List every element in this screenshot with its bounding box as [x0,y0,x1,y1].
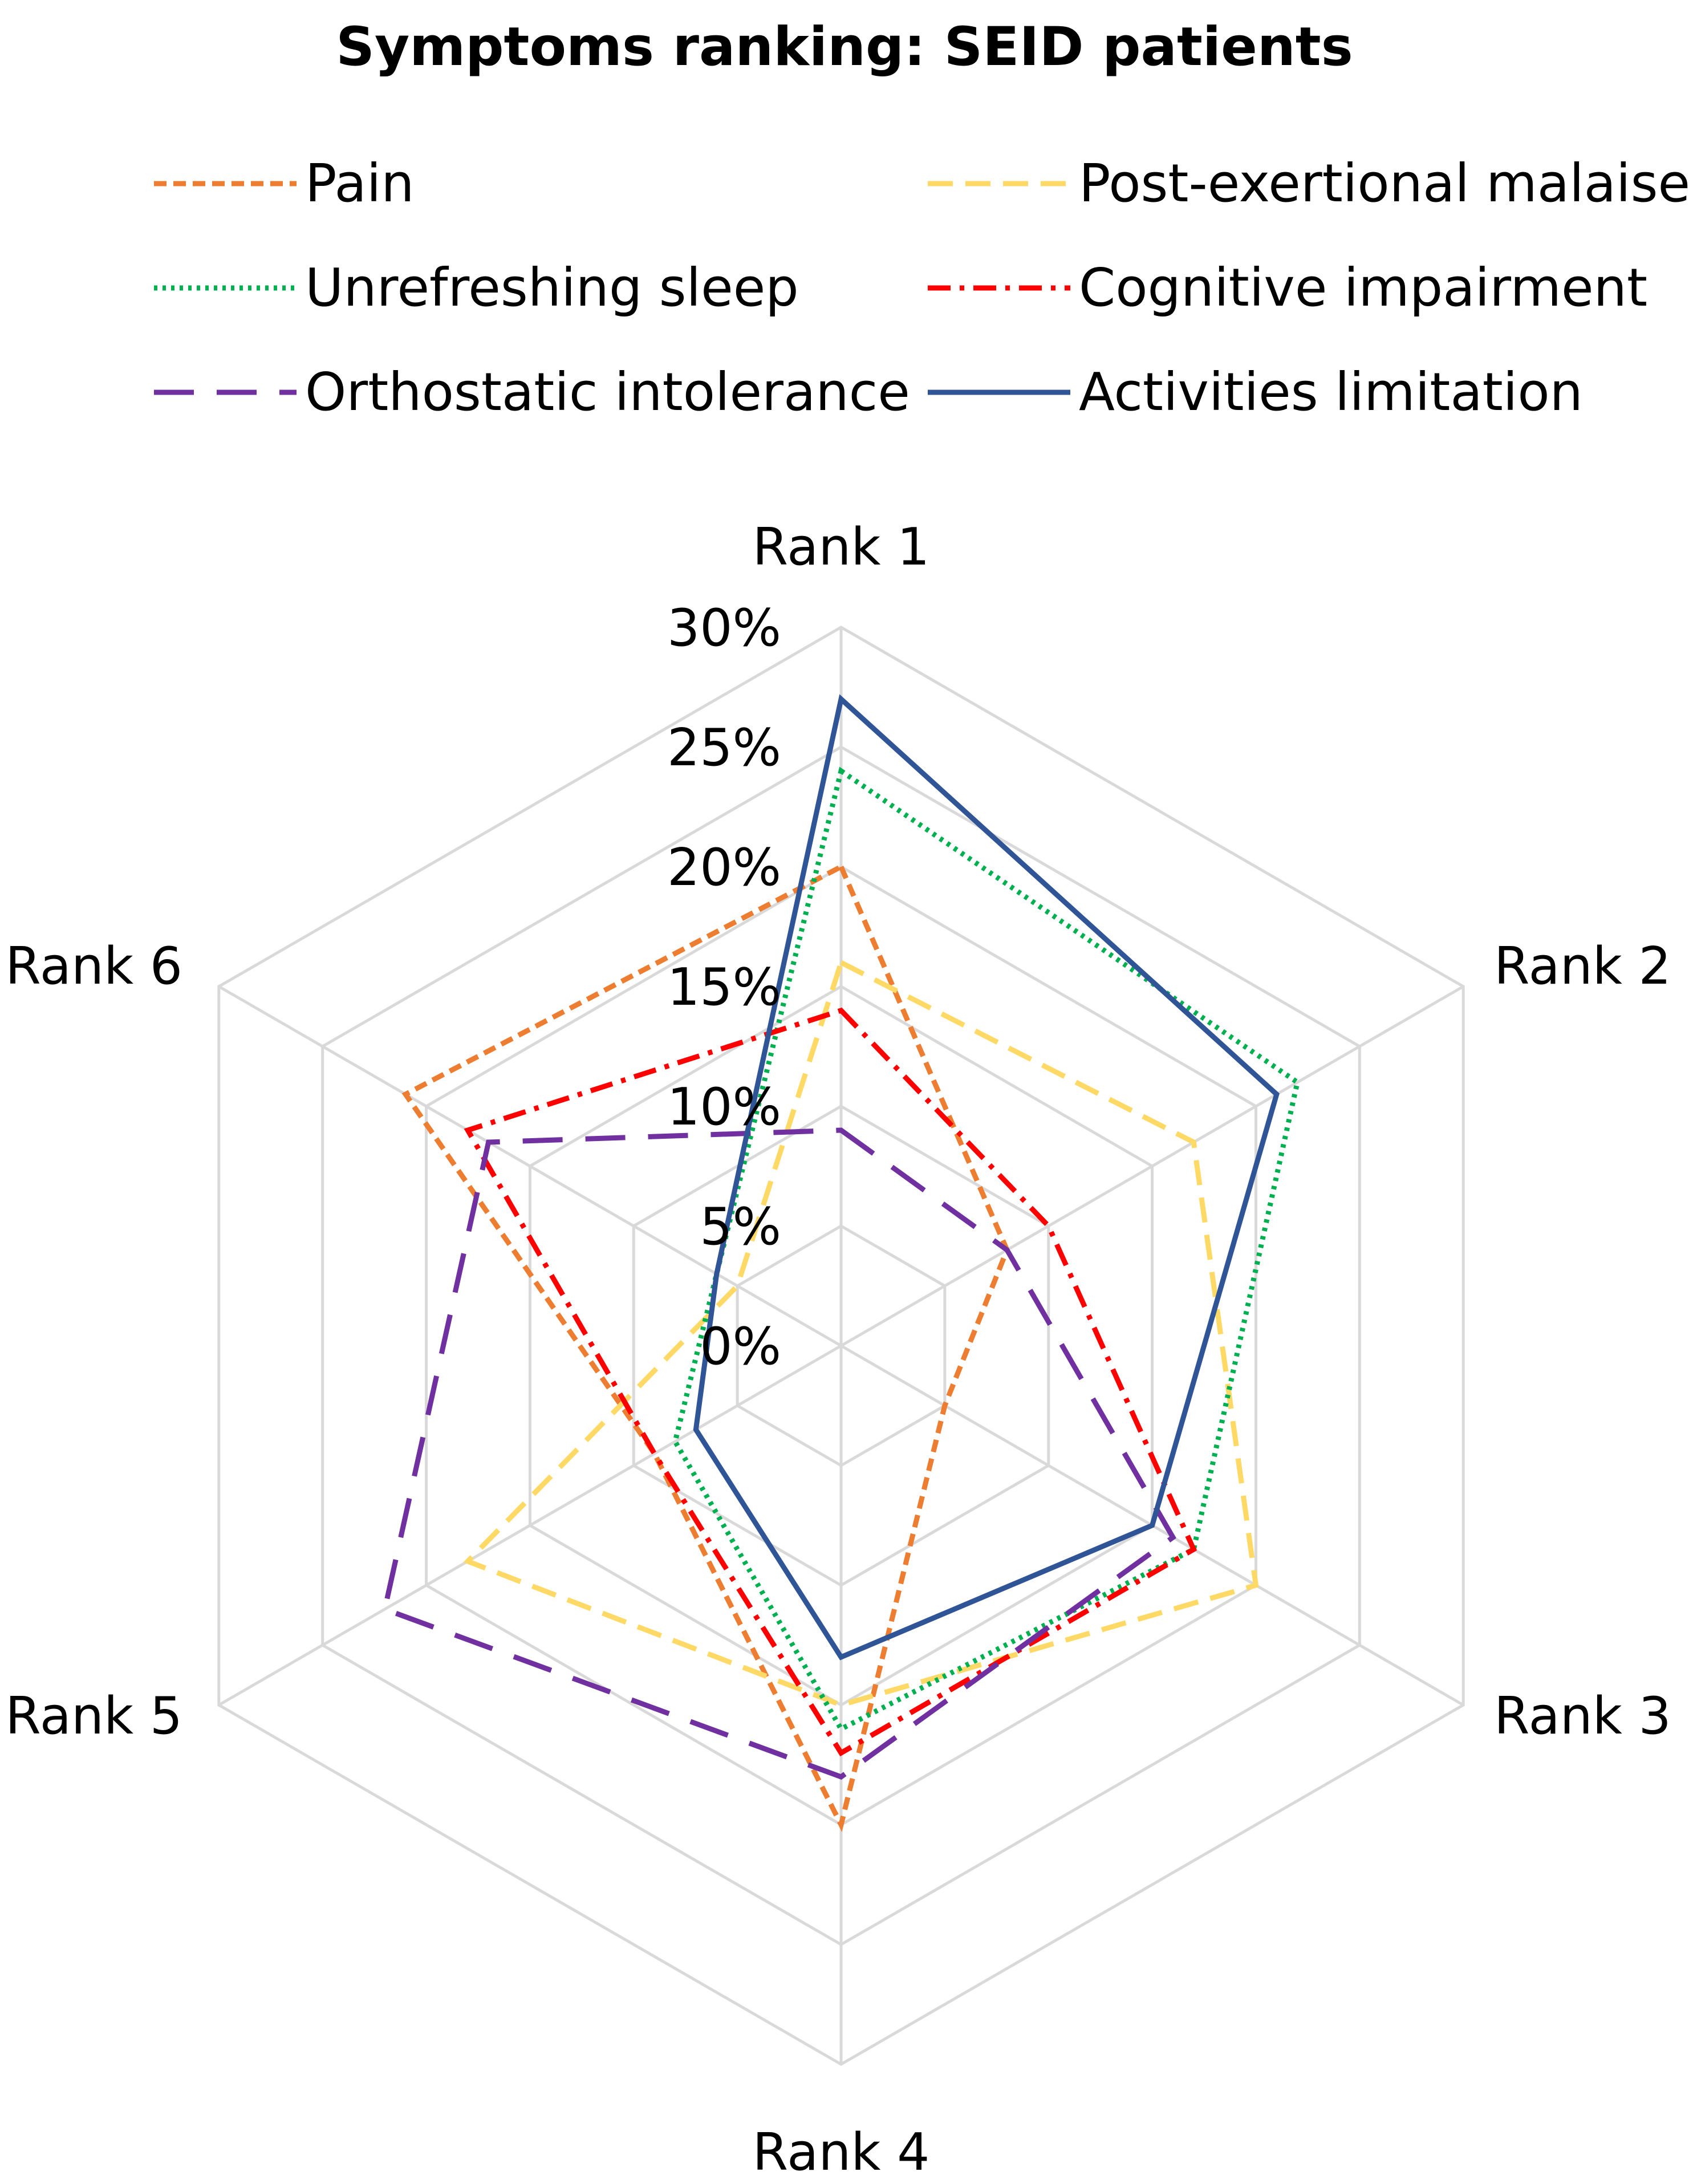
tick-label: 15% [667,957,781,1017]
spoke-line [218,985,842,1347]
series-activities-limitation [693,694,1280,1661]
series-post-exertional-malaise [463,959,1259,1708]
tick-label: 20% [667,838,781,898]
tick-label: 5% [700,1197,781,1257]
chart-title: Symptoms ranking: SEID patients [336,16,1353,78]
tick-label: 10% [667,1077,781,1137]
legend-label-unrefreshing-sleep: Unrefreshing sleep [305,257,799,318]
spoke-line [840,985,1464,1347]
legend-label-cognitive-impairment: Cognitive impairment [1079,257,1648,318]
tick-label: 25% [667,718,781,778]
series-orthostatic-intolerance [381,1127,1176,1780]
tick-label: 30% [667,598,781,658]
axis-label-rank-2: Rank 2 [1494,936,1671,996]
legend-label-orthostatic-intolerance: Orthostatic intolerance [305,362,910,423]
legend-swatch-activities-limitation [928,389,1070,395]
legend-swatch-unrefreshing-sleep [154,285,297,291]
legend-swatch-pain [154,181,297,186]
series-cognitive-impairment [464,1007,1197,1757]
axis-label-rank-3: Rank 3 [1494,1686,1671,1746]
tick-label: 0% [700,1317,781,1377]
axis-label-rank-4: Rank 4 [753,2122,930,2182]
spoke-line [218,1344,842,1707]
legend-label-post-exertional-malaise: Post-exertional malaise [1079,153,1689,214]
legend: Pain Post-exertional malaise Unrefreshin… [0,0,1689,456]
axis-label-rank-5: Rank 5 [5,1686,182,1746]
legend-swatch-orthostatic-intolerance [154,389,297,395]
legend-swatch-post-exertional-malaise [928,181,1070,186]
axis-label-rank-1: Rank 1 [753,517,930,577]
legend-label-activities-limitation: Activities limitation [1079,362,1583,423]
legend-label-pain: Pain [305,153,415,214]
axis-label-rank-6: Rank 6 [5,936,182,996]
